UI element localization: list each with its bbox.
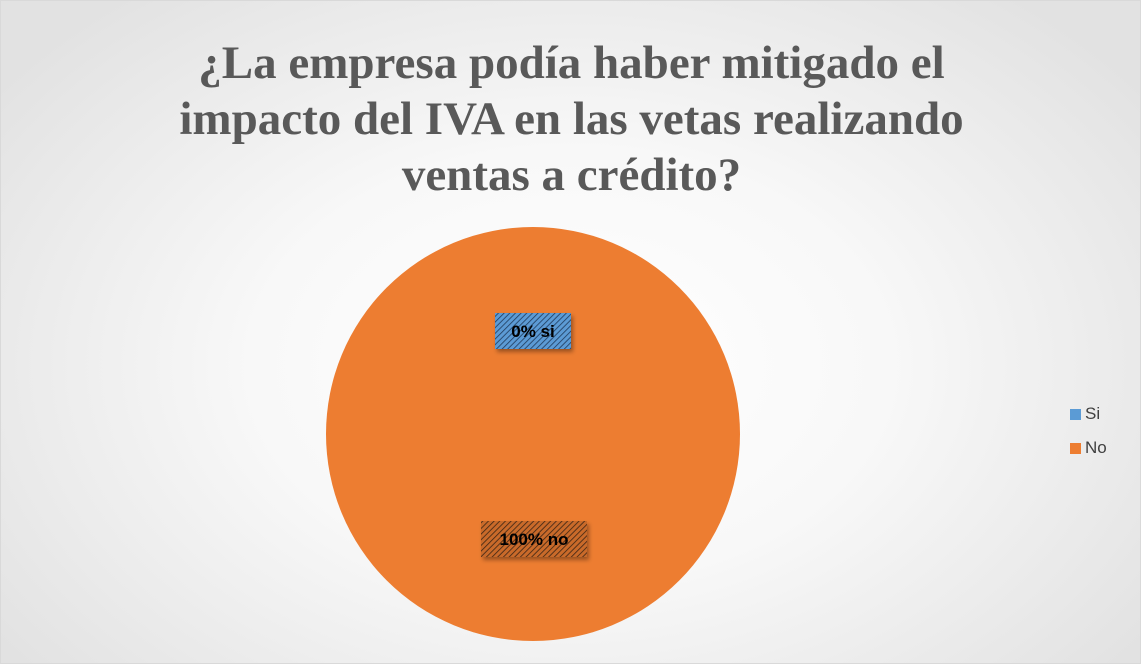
data-label-text: 0% si <box>511 322 554 341</box>
legend-item-no: No <box>1070 431 1107 465</box>
chart-title: ¿La empresa podía haber mitigado el impa… <box>179 37 964 201</box>
legend-item-si: Si <box>1070 397 1107 431</box>
data-label-no: 100% no <box>481 521 587 557</box>
data-label-text: 100% no <box>500 530 569 549</box>
data-label-box <box>495 313 571 349</box>
legend-swatch <box>1070 442 1081 454</box>
data-label-box <box>481 521 587 557</box>
pie-slice-no <box>326 227 740 641</box>
legend-label: No <box>1085 438 1107 457</box>
legend-swatch <box>1070 408 1081 420</box>
legend: Si No <box>1070 397 1107 465</box>
legend-label: Si <box>1085 404 1101 423</box>
data-label-si: 0% si <box>495 313 571 349</box>
